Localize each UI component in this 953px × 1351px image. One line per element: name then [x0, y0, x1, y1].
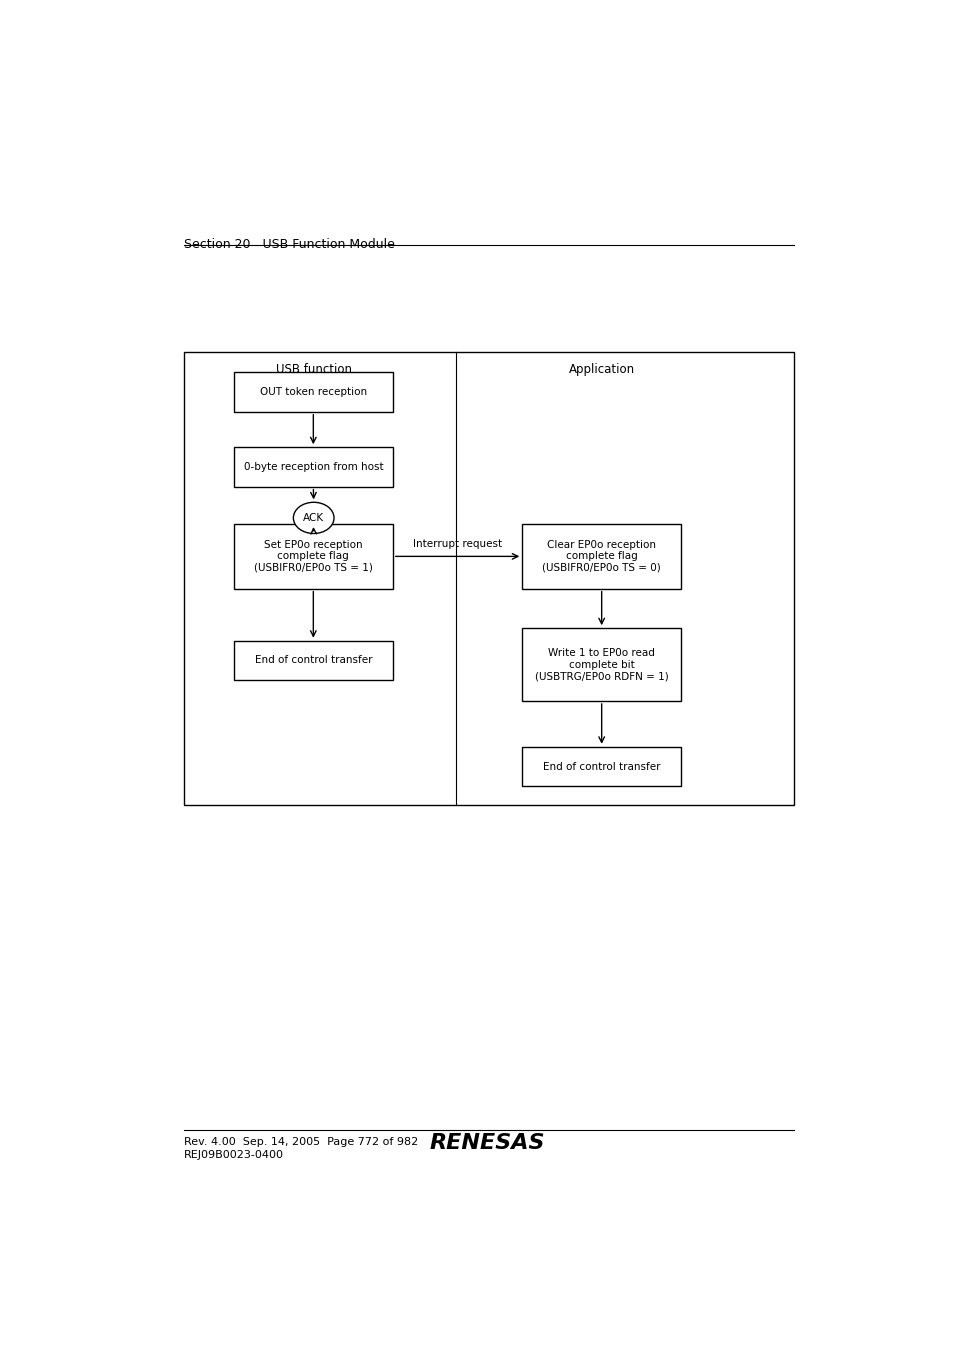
- Text: RENESAS: RENESAS: [429, 1132, 545, 1152]
- FancyBboxPatch shape: [233, 373, 393, 412]
- FancyBboxPatch shape: [233, 524, 393, 589]
- FancyBboxPatch shape: [521, 747, 680, 786]
- Text: USB function: USB function: [275, 363, 352, 376]
- Text: Interrupt request: Interrupt request: [413, 539, 501, 549]
- Text: Clear EP0o reception
complete flag
(USBIFR0/EP0o TS = 0): Clear EP0o reception complete flag (USBI…: [541, 540, 660, 573]
- FancyBboxPatch shape: [233, 447, 393, 486]
- Text: Rev. 4.00  Sep. 14, 2005  Page 772 of 982: Rev. 4.00 Sep. 14, 2005 Page 772 of 982: [184, 1136, 418, 1147]
- Text: 0-byte reception from host: 0-byte reception from host: [243, 462, 383, 471]
- Text: Application: Application: [568, 363, 635, 376]
- Text: ACK: ACK: [303, 513, 324, 523]
- Text: End of control transfer: End of control transfer: [254, 655, 372, 666]
- Text: Write 1 to EP0o read
complete bit
(USBTRG/EP0o RDFN = 1): Write 1 to EP0o read complete bit (USBTR…: [535, 648, 668, 681]
- Text: Set EP0o reception
complete flag
(USBIFR0/EP0o TS = 1): Set EP0o reception complete flag (USBIFR…: [253, 540, 373, 573]
- Text: End of control transfer: End of control transfer: [542, 762, 659, 771]
- FancyBboxPatch shape: [184, 353, 793, 805]
- Text: REJ09B0023-0400: REJ09B0023-0400: [184, 1151, 284, 1161]
- Ellipse shape: [294, 503, 334, 534]
- Text: Section 20   USB Function Module: Section 20 USB Function Module: [184, 238, 395, 251]
- FancyBboxPatch shape: [521, 524, 680, 589]
- FancyBboxPatch shape: [521, 628, 680, 701]
- Text: OUT token reception: OUT token reception: [259, 386, 367, 397]
- FancyBboxPatch shape: [233, 640, 393, 680]
